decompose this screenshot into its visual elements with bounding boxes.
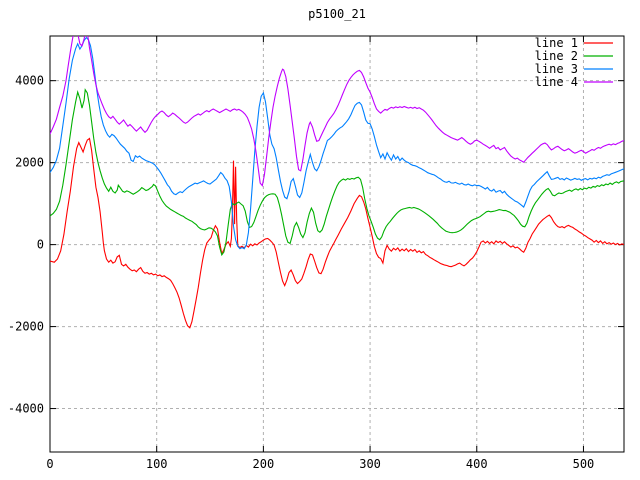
legend-label-line-2: line 2	[535, 49, 578, 63]
series-line-4	[50, 36, 624, 187]
x-tick-label-0: 0	[46, 457, 53, 471]
x-tick-label-400: 400	[466, 457, 488, 471]
legend-label-line-4: line 4	[535, 75, 578, 89]
series-line-1	[50, 137, 624, 329]
x-tick-label-300: 300	[359, 457, 381, 471]
y-tick-label-0: 0	[37, 238, 44, 252]
legend-label-line-1: line 1	[535, 36, 578, 50]
y-tick-label-2000: 2000	[15, 156, 44, 170]
x-tick-label-500: 500	[573, 457, 595, 471]
chart-title: p5100_21	[308, 7, 366, 21]
x-tick-label-200: 200	[253, 457, 275, 471]
y-tick-label--4000: -4000	[8, 402, 44, 416]
plot-border	[49, 35, 625, 453]
y-tick-label--2000: -2000	[8, 320, 44, 334]
x-tick-label-100: 100	[146, 457, 168, 471]
y-tick-label-4000: 4000	[15, 74, 44, 88]
legend-label-line-3: line 3	[535, 62, 578, 76]
series-line-2	[50, 88, 624, 257]
series-line-3	[50, 36, 624, 250]
